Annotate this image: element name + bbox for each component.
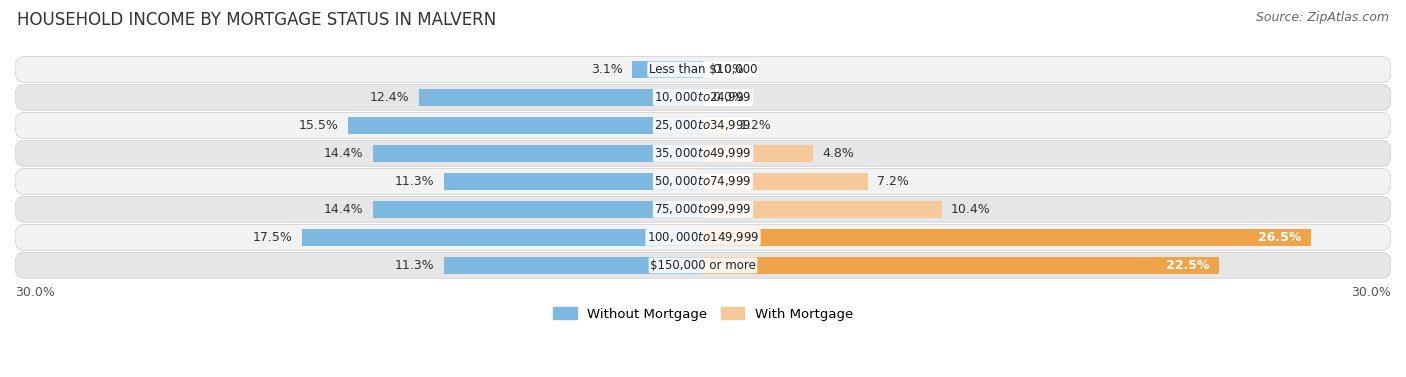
Text: 11.3%: 11.3%: [395, 259, 434, 272]
Legend: Without Mortgage, With Mortgage: Without Mortgage, With Mortgage: [547, 302, 859, 326]
Bar: [703, 229, 1310, 246]
Text: 30.0%: 30.0%: [15, 286, 55, 299]
Text: $100,000 to $149,999: $100,000 to $149,999: [647, 230, 759, 244]
Bar: [373, 145, 703, 162]
Bar: [703, 117, 731, 134]
FancyBboxPatch shape: [15, 253, 1391, 278]
Text: 10.4%: 10.4%: [950, 203, 990, 216]
FancyBboxPatch shape: [15, 141, 1391, 166]
Bar: [444, 173, 703, 190]
FancyBboxPatch shape: [15, 57, 1391, 82]
Text: Less than $10,000: Less than $10,000: [648, 63, 758, 76]
Bar: [703, 145, 813, 162]
Text: 12.4%: 12.4%: [370, 91, 409, 104]
Text: 11.3%: 11.3%: [395, 175, 434, 188]
Text: 22.5%: 22.5%: [1167, 259, 1209, 272]
Text: $35,000 to $49,999: $35,000 to $49,999: [654, 146, 752, 161]
Bar: [347, 117, 703, 134]
Text: $25,000 to $34,999: $25,000 to $34,999: [654, 118, 752, 132]
Text: 30.0%: 30.0%: [1351, 286, 1391, 299]
FancyBboxPatch shape: [15, 196, 1391, 222]
Text: 1.2%: 1.2%: [740, 119, 772, 132]
FancyBboxPatch shape: [15, 169, 1391, 194]
FancyBboxPatch shape: [15, 113, 1391, 138]
Text: Source: ZipAtlas.com: Source: ZipAtlas.com: [1256, 11, 1389, 24]
FancyBboxPatch shape: [15, 224, 1391, 250]
Text: $50,000 to $74,999: $50,000 to $74,999: [654, 175, 752, 188]
Text: $150,000 or more: $150,000 or more: [650, 259, 756, 272]
Bar: [703, 257, 1219, 274]
Bar: [703, 173, 868, 190]
Bar: [302, 229, 703, 246]
Text: $75,000 to $99,999: $75,000 to $99,999: [654, 202, 752, 216]
Text: $10,000 to $24,999: $10,000 to $24,999: [654, 90, 752, 104]
Text: 0.0%: 0.0%: [713, 63, 744, 76]
Text: 7.2%: 7.2%: [877, 175, 910, 188]
Bar: [703, 201, 942, 218]
Text: 0.0%: 0.0%: [713, 91, 744, 104]
Text: 14.4%: 14.4%: [323, 203, 364, 216]
Bar: [419, 89, 703, 106]
FancyBboxPatch shape: [15, 84, 1391, 110]
Bar: [631, 61, 703, 78]
Text: 15.5%: 15.5%: [298, 119, 339, 132]
Text: 26.5%: 26.5%: [1258, 231, 1302, 244]
Text: 3.1%: 3.1%: [591, 63, 623, 76]
Text: 14.4%: 14.4%: [323, 147, 364, 160]
Text: 4.8%: 4.8%: [823, 147, 853, 160]
Text: 17.5%: 17.5%: [253, 231, 292, 244]
Bar: [373, 201, 703, 218]
Bar: [444, 257, 703, 274]
Text: HOUSEHOLD INCOME BY MORTGAGE STATUS IN MALVERN: HOUSEHOLD INCOME BY MORTGAGE STATUS IN M…: [17, 11, 496, 29]
